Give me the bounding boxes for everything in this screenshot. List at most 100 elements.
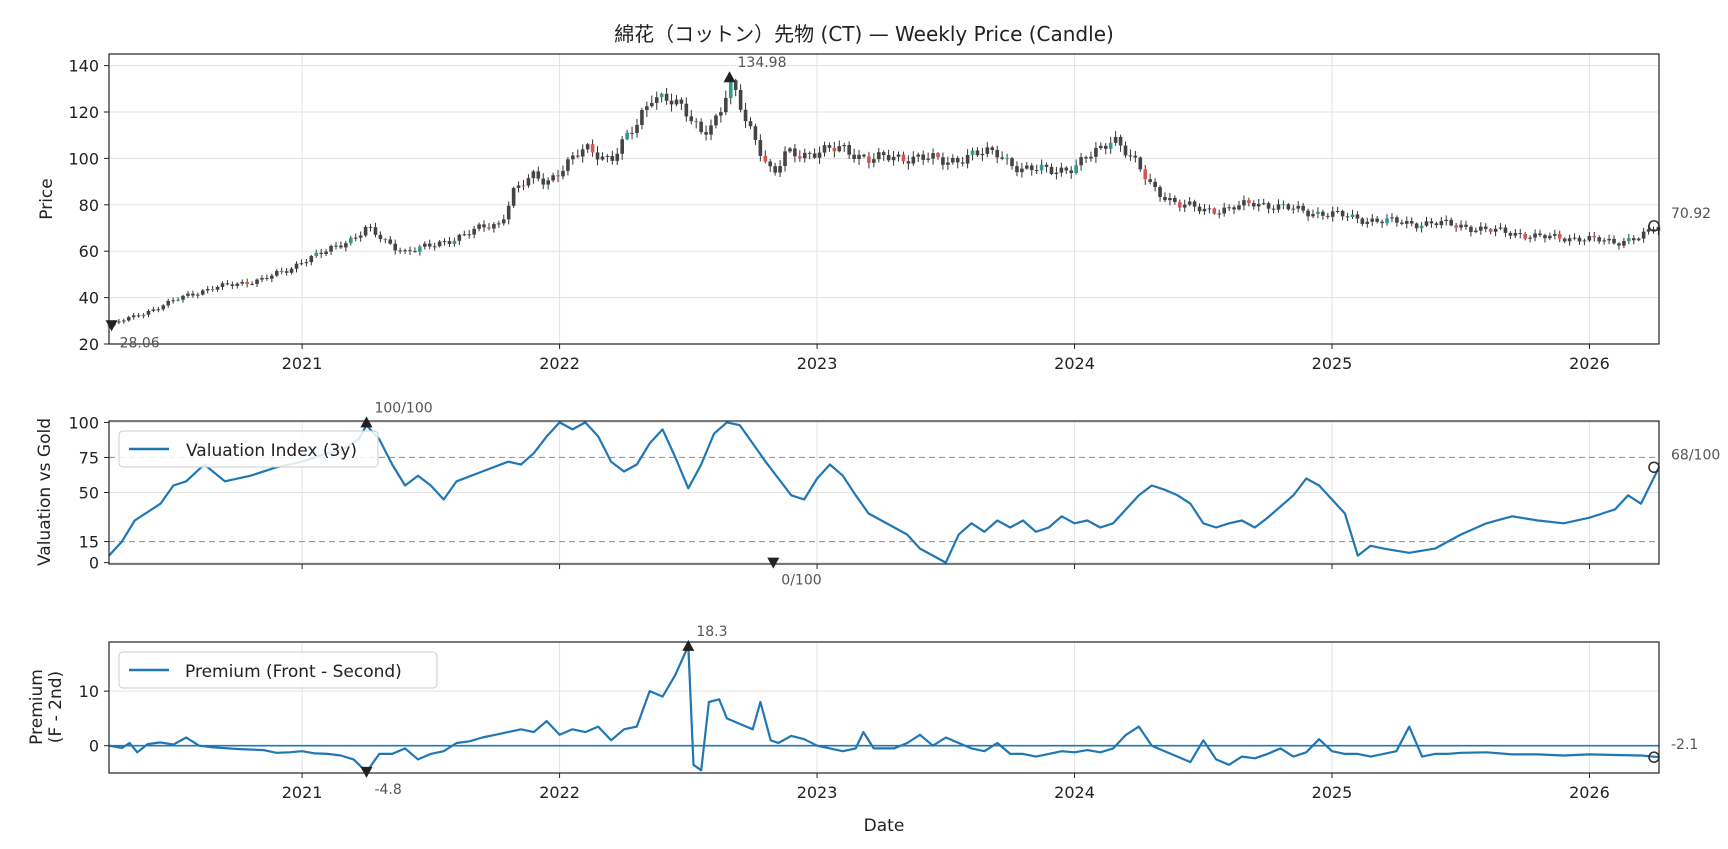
- candle-body: [131, 315, 136, 318]
- candle-body: [580, 149, 585, 157]
- candle-body: [600, 156, 605, 160]
- candle-body: [926, 158, 930, 160]
- candle-body: [635, 124, 639, 134]
- candle-body: [1508, 232, 1513, 236]
- candle-body: [1424, 221, 1429, 226]
- candle-body: [1118, 136, 1123, 146]
- candle-body: [911, 156, 916, 164]
- candle-body: [136, 315, 141, 317]
- candle-body: [413, 251, 417, 253]
- last-value-label: -2.1: [1671, 737, 1698, 753]
- candle-body: [304, 262, 309, 264]
- candle-body: [1404, 221, 1409, 224]
- max-marker: [723, 71, 736, 83]
- candle-body: [778, 165, 782, 173]
- candle-body: [1483, 226, 1488, 229]
- candle-body: [669, 100, 674, 105]
- candle-body: [575, 155, 580, 157]
- candle-body: [733, 80, 738, 91]
- candle-body: [1163, 196, 1167, 201]
- x-tick-label: 2026: [1569, 783, 1610, 802]
- candle-body: [1631, 238, 1636, 241]
- candle-body: [1602, 240, 1606, 242]
- candle-body: [1326, 215, 1330, 217]
- candle-body: [1335, 210, 1340, 212]
- y-tick-label: 40: [79, 289, 99, 308]
- candle-body: [758, 140, 763, 156]
- candle-body: [467, 234, 472, 236]
- candle-body: [1587, 235, 1592, 241]
- candle-body: [793, 148, 797, 157]
- candle-body: [181, 295, 185, 300]
- candle-body: [166, 300, 171, 306]
- chart-title: 綿花（コットン）先物 (CT) — Weekly Price (Candle): [614, 22, 1114, 46]
- candle-body: [867, 156, 871, 163]
- candle-body: [1365, 221, 1370, 224]
- candle-body: [521, 185, 526, 187]
- candle-body: [1010, 158, 1014, 167]
- candle-body: [1321, 211, 1325, 216]
- candle-body: [546, 180, 550, 185]
- candle-body: [551, 175, 555, 181]
- candle-body: [817, 152, 822, 158]
- candle-body: [946, 162, 950, 165]
- premium-legend-box: [118, 651, 438, 689]
- valuation-legend-label: Valuation Index (3y): [186, 441, 357, 461]
- x-tick-label: 2025: [1312, 783, 1353, 802]
- candle-body: [186, 293, 190, 296]
- candle-body: [1330, 211, 1335, 217]
- y-tick-label: 140: [68, 57, 99, 76]
- valuation-line: [108, 421, 1660, 564]
- y-tick-label: 60: [79, 242, 99, 261]
- candle-body: [309, 256, 314, 263]
- price-y-label: Price: [37, 178, 57, 219]
- candle-body: [225, 283, 230, 285]
- candle-body: [1459, 224, 1463, 228]
- candle-body: [1469, 226, 1473, 233]
- valuation-x-ticks: [301, 564, 1590, 569]
- x-tick-label: 2023: [797, 783, 838, 802]
- candle-body: [289, 268, 294, 273]
- candle-body: [876, 152, 881, 160]
- price-x-ticks: 2021 2022 2023 2024 2025 2026: [282, 344, 1610, 373]
- candle-body: [585, 144, 590, 150]
- candle-body: [1557, 233, 1562, 239]
- candle-body: [1478, 226, 1483, 231]
- candle-body: [1567, 238, 1572, 242]
- valuation-panel: 0 15 50 75 100 Valuation vs Gold Valuation I…: [35, 400, 1720, 588]
- premium-y-label-line: Premium: [27, 669, 47, 745]
- min-label: 28.06: [120, 335, 160, 351]
- candle-body: [122, 320, 126, 322]
- candle-body: [462, 234, 467, 236]
- candle-body: [1375, 218, 1379, 222]
- candle-body: [1064, 167, 1069, 171]
- candle-body: [620, 139, 624, 154]
- candle-body: [891, 156, 896, 161]
- candle-body: [1572, 237, 1577, 239]
- candle-body: [270, 275, 274, 279]
- candle-body: [684, 103, 689, 117]
- x-tick-label: 2022: [539, 783, 580, 802]
- candle-body: [827, 145, 832, 148]
- candle-body: [418, 246, 422, 252]
- candle-body: [1355, 214, 1360, 219]
- candle-body: [156, 309, 161, 311]
- last-value-marker: [1648, 751, 1660, 763]
- candle-body: [1311, 213, 1315, 217]
- candle-body: [556, 175, 560, 177]
- premium-annotations: 18.3 -4.8 -2.1: [360, 624, 1698, 798]
- candle-body: [1488, 228, 1493, 232]
- candle-body: [980, 153, 985, 156]
- candle-body: [1513, 233, 1518, 236]
- candle-body: [571, 155, 575, 160]
- candle-body: [1034, 170, 1039, 172]
- candle-body: [245, 281, 249, 285]
- valuation-grid: [109, 421, 1659, 564]
- candle-body: [1197, 206, 1202, 212]
- x-tick-label: 2024: [1054, 354, 1095, 373]
- candle-body: [487, 227, 491, 229]
- candle-body: [1044, 164, 1049, 167]
- candle-body: [1607, 238, 1611, 241]
- candle-body: [1385, 218, 1389, 224]
